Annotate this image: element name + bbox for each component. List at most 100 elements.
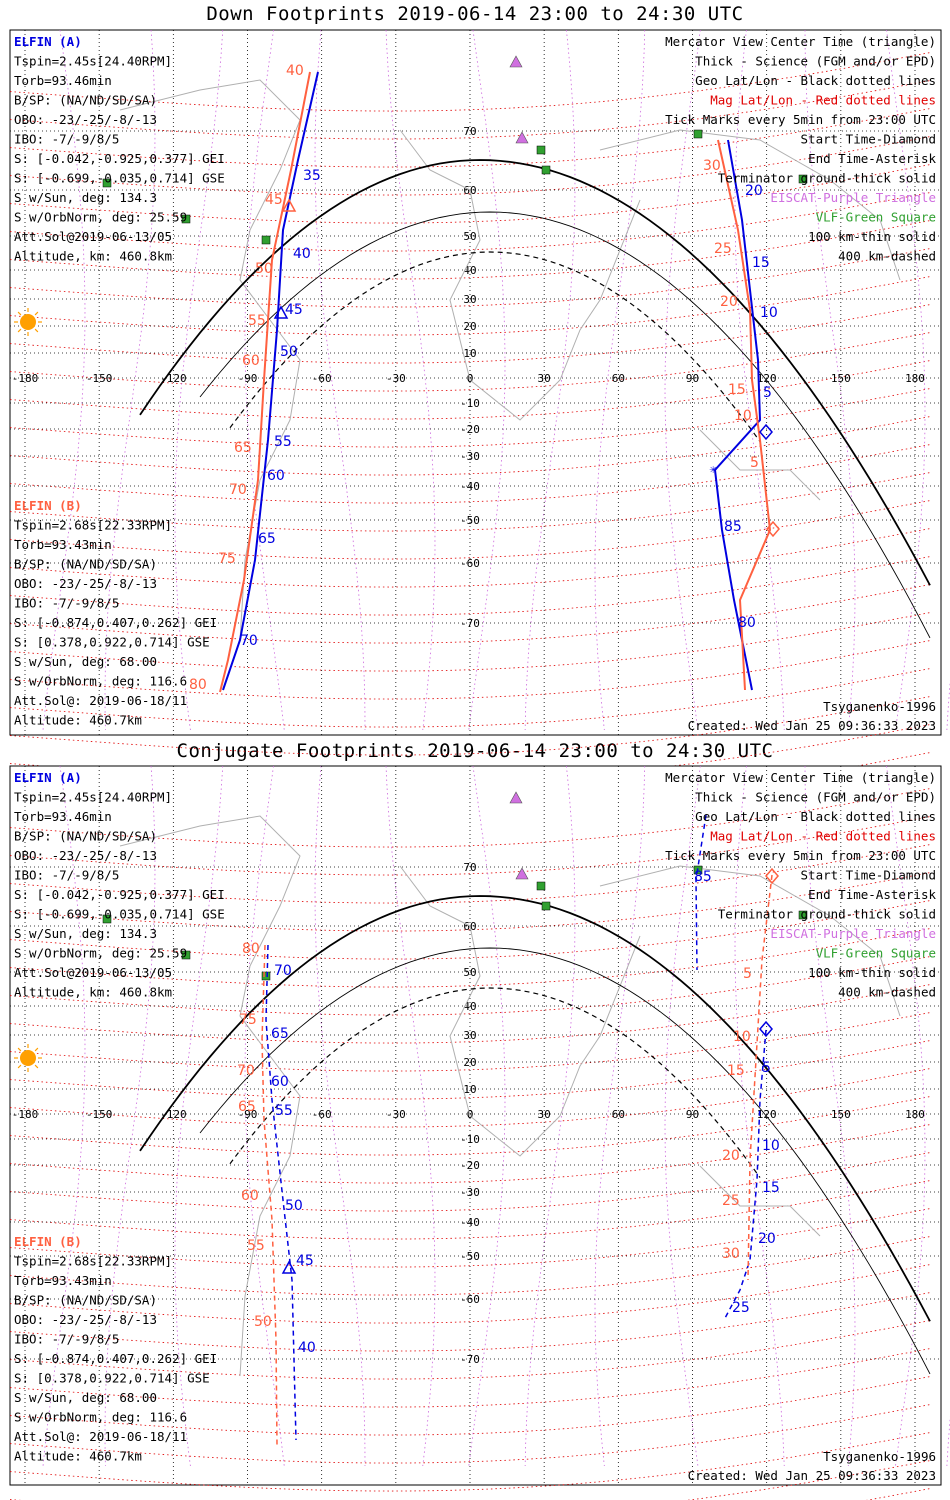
terminator-100km (199, 947, 931, 1375)
mag-lat-line (9, 1208, 931, 1268)
vlf-square-icon (261, 235, 271, 245)
legend-entry: Thick - Science (FGM and/or EPD) (695, 54, 936, 69)
elfin-b-track-west (219, 71, 311, 693)
elfin-b-info: S w/Sun, deg: 68.00 (14, 1390, 157, 1405)
mag-lat-line (9, 52, 931, 112)
lat-tick-label: 40 (463, 1000, 476, 1013)
elfin-a-info: Tspin=2.45s[24.40RPM] (14, 790, 172, 805)
elfin-a-info: IBO: -7/-9/8/5 (14, 868, 119, 883)
mag-lat-line (9, 1236, 931, 1296)
elfin-a-tick-label: 45 (285, 302, 303, 318)
legend-entry: Tick Marks every 5min from 23:00 UTC (665, 112, 936, 127)
legend-entry: Mercator View Center Time (triangle) (665, 770, 936, 785)
legend-entry: Thick - Science (FGM and/or EPD) (695, 790, 936, 805)
mag-lat-line (9, 108, 931, 168)
eiscat-triangle-icon (509, 55, 523, 68)
elfin-b-info: S: [-0.874,0.407,0.262] GEI (14, 1351, 217, 1366)
mag-lat-line (9, 136, 931, 196)
mag-lat-line (9, 388, 931, 448)
eiscat-triangle-icon (515, 131, 529, 144)
elfin-a-info: B/SP: (NA/ND/SD/SA) (14, 829, 157, 844)
eiscat-triangle-icon (509, 791, 523, 804)
lat-tick-label: 70 (463, 861, 476, 874)
terminator-100km (199, 211, 931, 639)
vlf-square-icon (536, 881, 546, 891)
elfin-a-info: Att.Sol@2019-06-13/05 (14, 965, 172, 980)
elfin-b-tick-label: 75 (218, 551, 236, 567)
model-label: Tsyganenko-1996 (823, 699, 936, 714)
mag-lon-line (886, 765, 926, 1467)
lon-tick-label: -60 (312, 1108, 332, 1121)
mag-lat-line (9, 1096, 931, 1156)
elfin-a-tick-label: 35 (303, 168, 321, 184)
mag-lon-line (244, 29, 285, 731)
elfin-a-tick-label: 50 (280, 344, 298, 360)
elfin-a-tick-label: 5 (762, 1060, 771, 1076)
lat-tick-label: 50 (463, 966, 476, 979)
mag-lat-line (9, 500, 931, 560)
mag-lat-line (9, 1040, 931, 1100)
mag-lat-line (9, 416, 931, 476)
mag-lat-line (9, 528, 931, 588)
elfin-b-name: ELFIN (B) (14, 1234, 82, 1249)
elfin-a-tick-label: 60 (271, 1074, 289, 1090)
vlf-square-icon (536, 145, 546, 155)
mag-lat-line (9, 1432, 931, 1492)
elfin-a-tick-label: 45 (296, 1253, 314, 1269)
lat-tick-label: 30 (463, 1029, 476, 1042)
sun-ray (34, 1064, 39, 1069)
end-asterisk-icon: ✳ (709, 461, 717, 476)
elfin-a-tick-label: 70 (274, 963, 292, 979)
mag-lon-line (594, 765, 646, 1467)
lon-tick-label: 180 (905, 372, 925, 385)
elfin-b-info: S: [0.378,0.922,0.714] GSE (14, 1371, 210, 1386)
mag-lat-line (9, 1320, 931, 1380)
elfin-b-tick-label: 60 (241, 1188, 259, 1204)
lat-tick-label: -60 (460, 557, 480, 570)
vlf-square-icon (102, 178, 112, 188)
elfin-b-tick-label: 65 (238, 1099, 256, 1115)
mag-lon-line (594, 29, 646, 731)
elfin-a-tick-label: 80 (738, 615, 756, 631)
lon-tick-label: -60 (312, 372, 332, 385)
legend-entry: Geo Lat/Lon - Black dotted lines (695, 73, 936, 88)
vlf-square-icon (693, 129, 703, 139)
model-label: Tsyganenko-1996 (823, 1449, 936, 1464)
coastline (599, 129, 901, 281)
legend-entry: Mag Lat/Lon - Red dotted lines (710, 829, 936, 844)
vlf-square-icon (798, 910, 808, 920)
mag-lat-line (9, 956, 931, 1016)
lat-tick-label: -30 (460, 1186, 480, 1199)
elfin-a-tick-label: 40 (293, 246, 311, 262)
elfin-b-tick-label: 10 (734, 408, 752, 424)
mag-lat-line (866, 1488, 931, 1500)
mag-lat-line (9, 872, 931, 932)
elfin-b-tick-label: 15 (727, 1063, 745, 1079)
mag-lat-line (9, 1264, 931, 1324)
lon-tick-label: 120 (757, 1108, 777, 1121)
elfin-b-info: B/SP: (NA/ND/SD/SA) (14, 557, 157, 572)
lat-tick-label: -20 (460, 423, 480, 436)
elfin-b-tick-label: 80 (242, 941, 260, 957)
sun-icon (20, 1050, 36, 1066)
elfin-a-info: B/SP: (NA/ND/SD/SA) (14, 93, 157, 108)
elfin-b-tick-label: 25 (714, 241, 732, 257)
elfin-b-name: ELFIN (B) (14, 498, 82, 513)
elfin-a-tick-label: 20 (758, 1231, 776, 1247)
mag-lat-line (9, 788, 931, 848)
sun-ray (17, 311, 22, 316)
lat-tick-label: 50 (463, 230, 476, 243)
sun-ray (17, 328, 22, 333)
coastline (699, 429, 821, 501)
elfin-b-tick-label: 60 (242, 353, 260, 369)
elfin-a-track-west (222, 71, 319, 691)
elfin-a-tick-label: 70 (240, 633, 258, 649)
lon-tick-label: 30 (538, 1108, 551, 1121)
mag-lat-line (9, 928, 931, 988)
elfin-a-tick-label: 40 (298, 1340, 316, 1356)
mag-lon-line (385, 765, 436, 1467)
coastline (399, 129, 641, 421)
elfin-b-info: S w/Sun, deg: 68.00 (14, 654, 157, 669)
mag-lat-line (9, 640, 931, 700)
elfin-b-tick-label: 5 (743, 966, 752, 982)
